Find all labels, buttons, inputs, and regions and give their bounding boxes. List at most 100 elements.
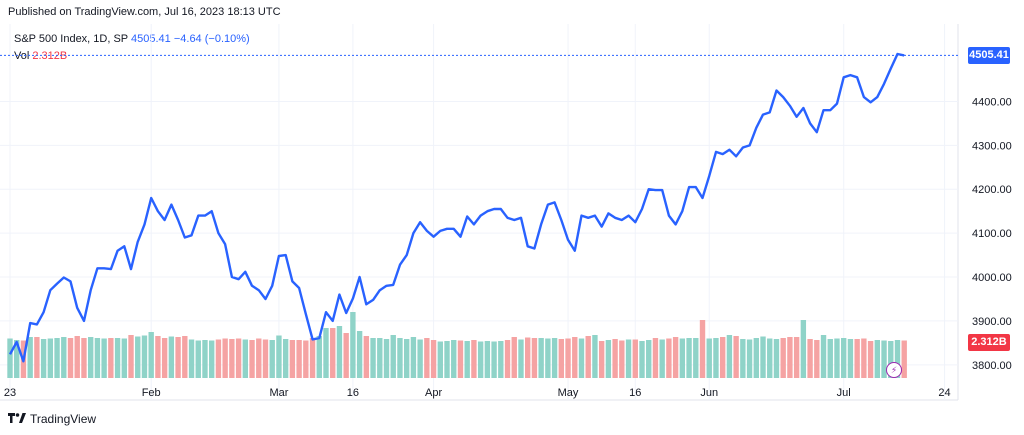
volume-bar (746, 339, 753, 378)
volume-bar (249, 340, 255, 378)
x-tick-label: 16 (347, 387, 359, 399)
volume-bar (827, 339, 833, 378)
x-tick-label: May (558, 387, 579, 399)
volume-bar (383, 339, 390, 378)
volume-bar (215, 339, 222, 378)
volume-bar (336, 326, 343, 378)
legend-price-row: S&P 500 Index, 1D, SP 4505.41 −4.64 (−0.… (14, 31, 250, 48)
volume-bar (7, 338, 13, 378)
volume-bar (531, 338, 538, 378)
volume-bar (854, 339, 860, 378)
volume-bar (121, 338, 127, 378)
volume-bar (444, 341, 450, 378)
volume-bar (713, 338, 719, 378)
volume-bar (424, 338, 430, 378)
volume-bar (81, 338, 87, 378)
volume-bar (128, 335, 134, 378)
volume-bar (585, 336, 591, 378)
volume-bar (457, 340, 464, 378)
volume-bar (733, 336, 739, 378)
volume-bar (679, 338, 686, 378)
volume-bar (14, 340, 20, 378)
volume-bar (323, 328, 329, 378)
volume-bar (719, 337, 726, 378)
volume-bar (780, 338, 786, 378)
volume-bar (605, 340, 612, 378)
volume-bar (471, 340, 477, 378)
volume-bar (303, 340, 309, 378)
volume-bar (175, 337, 181, 378)
volume-bar (888, 341, 894, 378)
y-tick-label: 3900.00 (972, 316, 1012, 328)
volume-bar (155, 336, 161, 378)
volume-bar (363, 336, 370, 378)
volume-bar (390, 335, 396, 378)
volume-bar (222, 338, 228, 378)
volume-bar (793, 337, 800, 378)
volume-bar (874, 340, 881, 378)
x-tick-label: 24 (938, 387, 950, 399)
volume-bar (504, 340, 511, 378)
volume-bar (491, 341, 497, 378)
volume-bar (430, 340, 437, 378)
y-tick-label: 3800.00 (972, 360, 1012, 372)
volume-bar (188, 339, 195, 378)
volume-bar (114, 338, 121, 378)
volume-bar (377, 338, 383, 378)
footer-brand[interactable]: TradingView (8, 412, 96, 426)
volume-bar (598, 341, 605, 378)
volume-bar (753, 338, 759, 378)
volume-bar (34, 337, 40, 378)
volume-bar (397, 338, 403, 378)
volume-bar (740, 339, 746, 378)
volume-bar (666, 338, 672, 378)
volume-bar (168, 336, 175, 378)
volume-bar (484, 341, 491, 378)
volume-bar (767, 338, 773, 378)
volume-bars (7, 312, 907, 378)
volume-bar (807, 339, 813, 378)
x-tick-label: Jul (837, 387, 851, 399)
volume-bar (699, 320, 706, 378)
footer-brand-label: TradingView (30, 412, 97, 426)
volume-bar (94, 338, 101, 378)
volume-bar (370, 338, 376, 378)
volume-bar (47, 338, 54, 378)
volume-bar (551, 338, 558, 378)
volume-bar (148, 332, 154, 378)
volume-bar (592, 335, 598, 378)
volume-bar (659, 339, 665, 378)
legend: S&P 500 Index, 1D, SP 4505.41 −4.64 (−0.… (14, 31, 250, 65)
lightning-icon[interactable]: ⚡ (886, 362, 902, 378)
volume-bar (417, 339, 423, 378)
y-tick-label: 4400.00 (972, 96, 1012, 108)
volume-bar (242, 339, 249, 378)
volume-bar (403, 339, 410, 378)
y-tick-label: 4300.00 (972, 140, 1012, 152)
volume-bar (572, 337, 578, 378)
volume-bar (672, 337, 679, 378)
volume-bar (269, 340, 275, 378)
volume-bar (625, 339, 632, 378)
volume-bar (309, 338, 316, 378)
volume-bar (814, 340, 820, 378)
volume-bar (54, 338, 60, 378)
last-volume-tag: 2.312B (968, 334, 1010, 351)
volume-bar (108, 338, 114, 378)
volume-bar (646, 340, 652, 378)
volume-bar (706, 338, 712, 378)
volume-bar (256, 338, 262, 378)
volume-bar (451, 340, 457, 378)
volume-bar (881, 340, 887, 378)
y-axis: 3800.00 3900.00 4000.00 4100.00 4200.00 4300.… (972, 96, 1012, 371)
volume-bar (477, 341, 484, 378)
volume-bar (511, 337, 517, 378)
volume-bar (282, 339, 289, 378)
x-axis: 23 Feb Mar 16 Apr May 16 Jun Jul 24 (4, 387, 951, 399)
x-tick-label: Feb (142, 387, 161, 399)
volume-bar (330, 328, 336, 378)
volume-bar (901, 340, 907, 378)
volume-bar (894, 340, 901, 378)
volume-bar (652, 338, 659, 378)
